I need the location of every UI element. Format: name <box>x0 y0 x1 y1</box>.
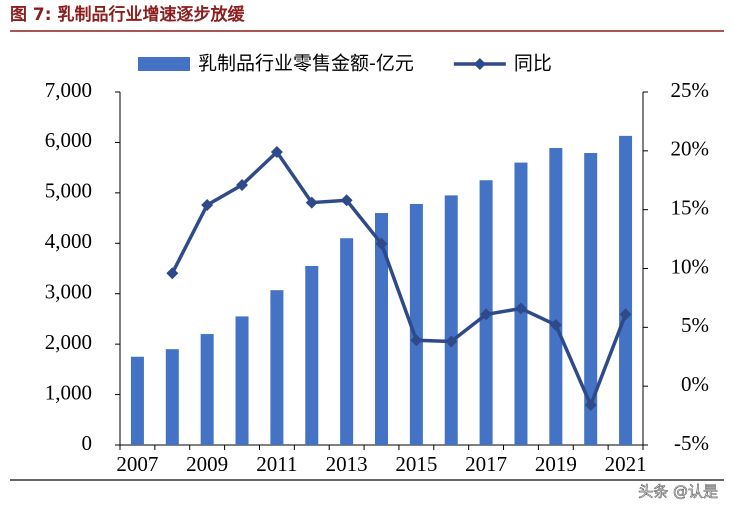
bar <box>375 213 388 445</box>
marker <box>549 318 562 331</box>
marker <box>305 196 318 209</box>
y-tick-label: 0 <box>82 431 93 455</box>
x-tick-label: 2007 <box>116 452 158 476</box>
bar <box>235 316 249 445</box>
legend-label: 乳制品行业零售金额-亿元 <box>198 53 414 75</box>
x-tick-label: 2013 <box>326 452 368 476</box>
bar <box>200 334 214 445</box>
x-tick-label: 2017 <box>465 452 507 476</box>
bar <box>409 203 423 445</box>
bar <box>340 238 354 445</box>
x-tick-label: 2009 <box>186 452 228 476</box>
bar <box>444 195 458 445</box>
legend-label: 同比 <box>514 53 552 75</box>
y-tick-label: 4,000 <box>45 229 92 253</box>
y-tick-label: 7,000 <box>45 78 92 102</box>
marker <box>584 398 597 411</box>
marker <box>410 334 423 347</box>
marker <box>514 302 527 315</box>
y2-tick-label: -5% <box>674 431 709 455</box>
x-tick-label: 2015 <box>395 452 437 476</box>
marker <box>236 178 249 191</box>
y2-tick-label: 20% <box>671 137 710 161</box>
marker <box>375 237 388 250</box>
y2-tick-label: 5% <box>681 313 709 337</box>
y2-tick-label: 25% <box>671 78 710 102</box>
bar <box>165 349 179 445</box>
marker <box>166 267 179 280</box>
legend-swatch <box>138 57 190 71</box>
marker <box>340 194 353 207</box>
y-tick-label: 3,000 <box>45 280 92 304</box>
y-tick-label: 5,000 <box>45 179 92 203</box>
marker <box>480 308 493 321</box>
watermark: 头条 @认是 <box>638 483 718 501</box>
marker <box>201 198 214 211</box>
y-tick-label: 1,000 <box>45 380 92 404</box>
bar <box>305 265 319 445</box>
x-tick-label: 2021 <box>605 452 647 476</box>
y2-tick-label: 15% <box>671 195 710 219</box>
y-tick-label: 6,000 <box>45 128 92 152</box>
y2-tick-label: 10% <box>671 254 710 278</box>
line <box>170 149 628 410</box>
x-tick-label: 2011 <box>256 452 297 476</box>
marker <box>445 335 458 348</box>
bar <box>619 135 633 445</box>
x-tick-label: 2019 <box>535 452 577 476</box>
bar <box>549 147 563 445</box>
chart-title: 图 7: 乳制品行业增速逐步放缓 <box>10 4 245 25</box>
marker <box>270 146 283 159</box>
bar <box>130 356 144 445</box>
legend-marker <box>473 58 486 70</box>
marker <box>619 308 632 321</box>
bar <box>584 153 598 446</box>
y-tick-label: 2,000 <box>45 330 92 354</box>
bar <box>270 290 284 445</box>
y2-tick-label: 0% <box>681 372 709 396</box>
